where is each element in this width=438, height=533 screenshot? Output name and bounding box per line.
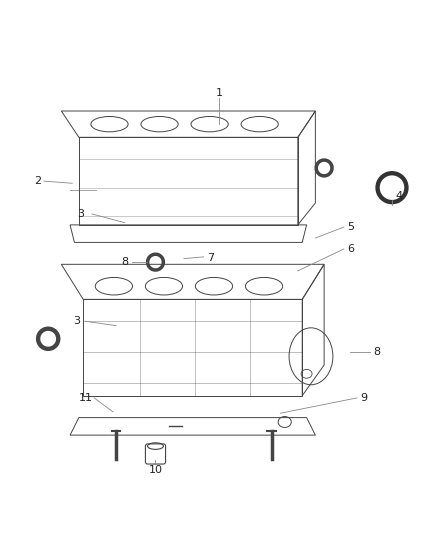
Text: 11: 11 [78,393,92,403]
Text: 7: 7 [207,253,214,263]
Text: 5: 5 [347,222,354,232]
Text: 9: 9 [360,393,367,403]
Text: 2: 2 [34,176,41,186]
Text: 10: 10 [148,465,162,475]
Text: 8: 8 [121,257,128,267]
Text: 3: 3 [78,209,85,219]
Text: 6: 6 [347,244,354,254]
Text: 3: 3 [73,316,80,326]
Text: 4: 4 [395,191,402,201]
Text: 1: 1 [215,88,223,99]
Text: 8: 8 [373,347,380,357]
